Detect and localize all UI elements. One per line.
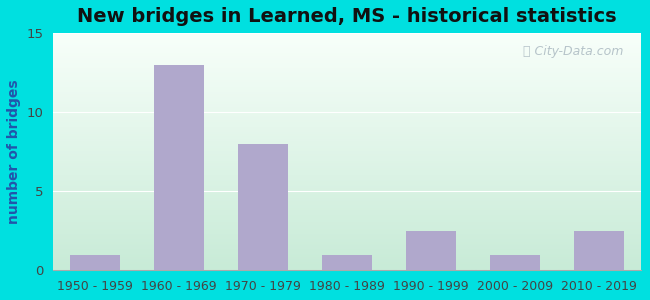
Bar [70, 254, 120, 270]
Bar [238, 144, 289, 270]
Y-axis label: number of bridges: number of bridges [7, 80, 21, 224]
Bar [154, 65, 204, 270]
Text: ⓘ City-Data.com: ⓘ City-Data.com [523, 45, 623, 58]
Bar [406, 231, 456, 270]
Bar [322, 254, 372, 270]
Bar [574, 231, 624, 270]
Title: New bridges in Learned, MS - historical statistics: New bridges in Learned, MS - historical … [77, 7, 617, 26]
Bar [490, 254, 540, 270]
